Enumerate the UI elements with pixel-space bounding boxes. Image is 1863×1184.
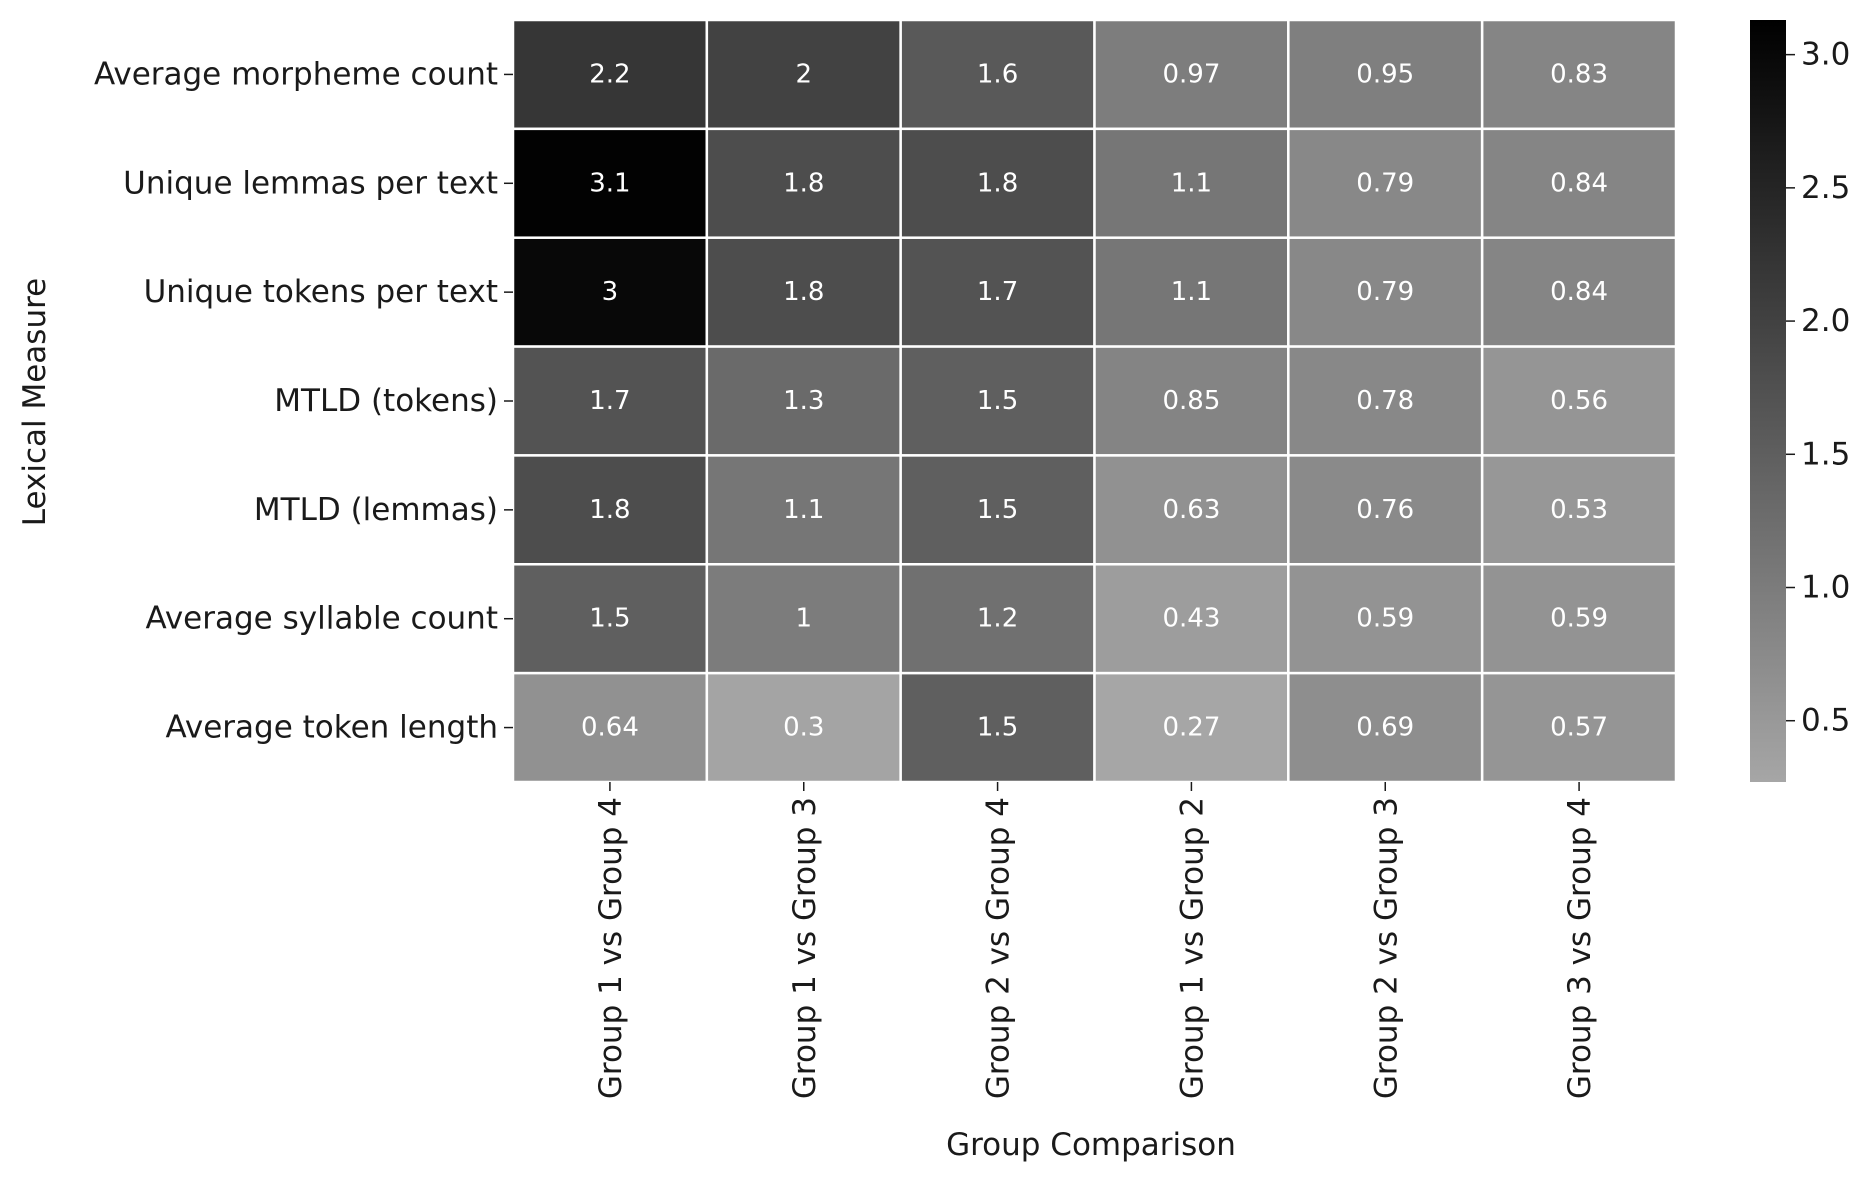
cell-value-label: 0.78 xyxy=(1356,386,1414,416)
cell-value-label: 0.27 xyxy=(1162,713,1220,743)
heatmap-cell xyxy=(1093,127,1290,239)
cell-value-label: 0.53 xyxy=(1550,495,1608,525)
heatmap-cell xyxy=(1093,671,1290,784)
cell-value-label: 0.79 xyxy=(1356,168,1414,198)
y-tick-label: Unique tokens per text xyxy=(144,274,498,310)
heatmap-cell xyxy=(1480,345,1678,457)
cell-value-label: 3 xyxy=(602,277,619,307)
heatmap-cell xyxy=(1480,563,1678,675)
cell-value-label: 2 xyxy=(795,59,812,89)
colorbar-tick-label: 2.0 xyxy=(1801,303,1850,339)
cell-value-label: 0.59 xyxy=(1550,604,1608,634)
cell-value-label: 0.85 xyxy=(1162,386,1220,416)
cell-value-label: 1.1 xyxy=(1171,277,1212,307)
heatmap-cell xyxy=(899,454,1096,566)
cell-value-label: 2.2 xyxy=(589,59,630,89)
heatmap-cell xyxy=(899,671,1096,784)
colorbar-tick-label: 1.0 xyxy=(1801,570,1850,606)
cell-value-label: 0.3 xyxy=(783,713,824,743)
cell-value-label: 0.59 xyxy=(1356,604,1414,634)
cell-value-label: 1.5 xyxy=(589,604,630,634)
x-tick-label: Group 1 vs Group 4 xyxy=(593,797,629,1099)
cell-value-label: 1.5 xyxy=(977,386,1018,416)
y-axis: Average morpheme count Unique lemmas per … xyxy=(94,56,513,746)
heatmap-cell xyxy=(1287,236,1484,348)
cell-value-label: 1.7 xyxy=(977,277,1018,307)
cell-value-label: 0.76 xyxy=(1356,495,1414,525)
heatmap-cell xyxy=(1093,345,1290,457)
colorbar-tick-label: 3.0 xyxy=(1801,37,1850,73)
cell-value-label: 0.84 xyxy=(1550,168,1608,198)
y-axis-title: Lexical Measure xyxy=(17,278,53,526)
y-tick-label: MTLD (tokens) xyxy=(274,383,498,419)
colorbar-gradient xyxy=(1750,20,1786,782)
cell-value-label: 1.7 xyxy=(589,386,630,416)
cell-value-label: 1.1 xyxy=(1171,168,1212,198)
cell-value-label: 1.3 xyxy=(783,386,824,416)
cell-value-label: 1.5 xyxy=(977,713,1018,743)
cell-value-label: 1.5 xyxy=(977,495,1018,525)
cell-value-label: 0.83 xyxy=(1550,59,1608,89)
heatmap-cell xyxy=(1287,345,1484,457)
cell-value-label: 0.57 xyxy=(1550,713,1608,743)
cell-value-label: 0.97 xyxy=(1162,59,1220,89)
cell-value-label: 0.79 xyxy=(1356,277,1414,307)
heatmap-cell xyxy=(1093,236,1290,348)
x-axis: Group 1 vs Group 4 Group 1 vs Group 3 Grou… xyxy=(593,782,1598,1099)
colorbar-tick-label: 2.5 xyxy=(1801,170,1850,206)
cell-value-label: 0.69 xyxy=(1356,713,1414,743)
cell-value-label: 0.95 xyxy=(1356,59,1414,89)
heatmap-cell xyxy=(705,236,902,348)
cell-value-label: 1 xyxy=(795,604,812,634)
heatmap-cell xyxy=(1093,454,1290,566)
cell-annotations: 2.2 2 1.6 0.97 0.95 0.83 3.1 1.8 1.8 1.1 0.79 0.84 3… xyxy=(581,59,1608,742)
cell-value-label: 0.43 xyxy=(1162,604,1220,634)
cell-value-label: 0.84 xyxy=(1550,277,1608,307)
cell-value-label: 1.6 xyxy=(977,59,1018,89)
heatmap-cell xyxy=(511,345,709,457)
heatmap-cell xyxy=(705,345,902,457)
x-tick-label: Group 1 vs Group 3 xyxy=(787,797,823,1099)
colorbar: 0.5 1.0 1.5 2.0 2.5 3.0 xyxy=(1750,20,1850,782)
heatmap-cell xyxy=(1480,127,1678,239)
heatmap-cell xyxy=(511,454,709,566)
cell-value-label: 1.8 xyxy=(783,277,824,307)
heatmap-cell xyxy=(1480,671,1678,784)
x-tick-label: Group 3 vs Group 4 xyxy=(1562,797,1598,1099)
heatmap-cell xyxy=(705,127,902,239)
heatmap-cell xyxy=(1480,236,1678,348)
cell-value-label: 3.1 xyxy=(589,168,630,198)
y-tick-label: MTLD (lemmas) xyxy=(254,492,498,528)
heatmap-cell xyxy=(1287,454,1484,566)
cell-value-label: 0.56 xyxy=(1550,386,1608,416)
y-tick-label: Average token length xyxy=(165,710,498,746)
y-tick-label: Unique lemmas per text xyxy=(123,165,498,201)
cell-value-label: 1.8 xyxy=(977,168,1018,198)
heatmap-cell xyxy=(899,18,1096,131)
heatmap-cell xyxy=(899,345,1096,457)
heatmap-cell xyxy=(1480,18,1678,131)
cell-value-label: 1.2 xyxy=(977,604,1018,634)
cell-value-label: 1.8 xyxy=(783,168,824,198)
x-tick-label: Group 2 vs Group 4 xyxy=(981,797,1017,1099)
colorbar-tick-label: 1.5 xyxy=(1801,436,1850,472)
colorbar-tick-label: 0.5 xyxy=(1801,703,1850,739)
heatmap-cell xyxy=(511,671,709,784)
cell-value-label: 1.1 xyxy=(783,495,824,525)
x-tick-label: Group 2 vs Group 3 xyxy=(1368,797,1404,1099)
heatmap-cell xyxy=(511,563,709,675)
x-tick-label: Group 1 vs Group 2 xyxy=(1174,797,1210,1099)
cell-value-label: 0.63 xyxy=(1162,495,1220,525)
y-tick-label: Average morpheme count xyxy=(94,56,498,92)
heatmap-cell xyxy=(705,18,902,131)
y-tick-label: Average syllable count xyxy=(145,601,498,637)
heatmap-cell xyxy=(1480,454,1678,566)
cell-value-label: 1.8 xyxy=(589,495,630,525)
x-axis-title: Group Comparison xyxy=(946,1127,1236,1163)
cell-value-label: 0.64 xyxy=(581,713,639,743)
heatmap-cells xyxy=(511,18,1678,784)
heatmap-cell xyxy=(511,18,709,131)
